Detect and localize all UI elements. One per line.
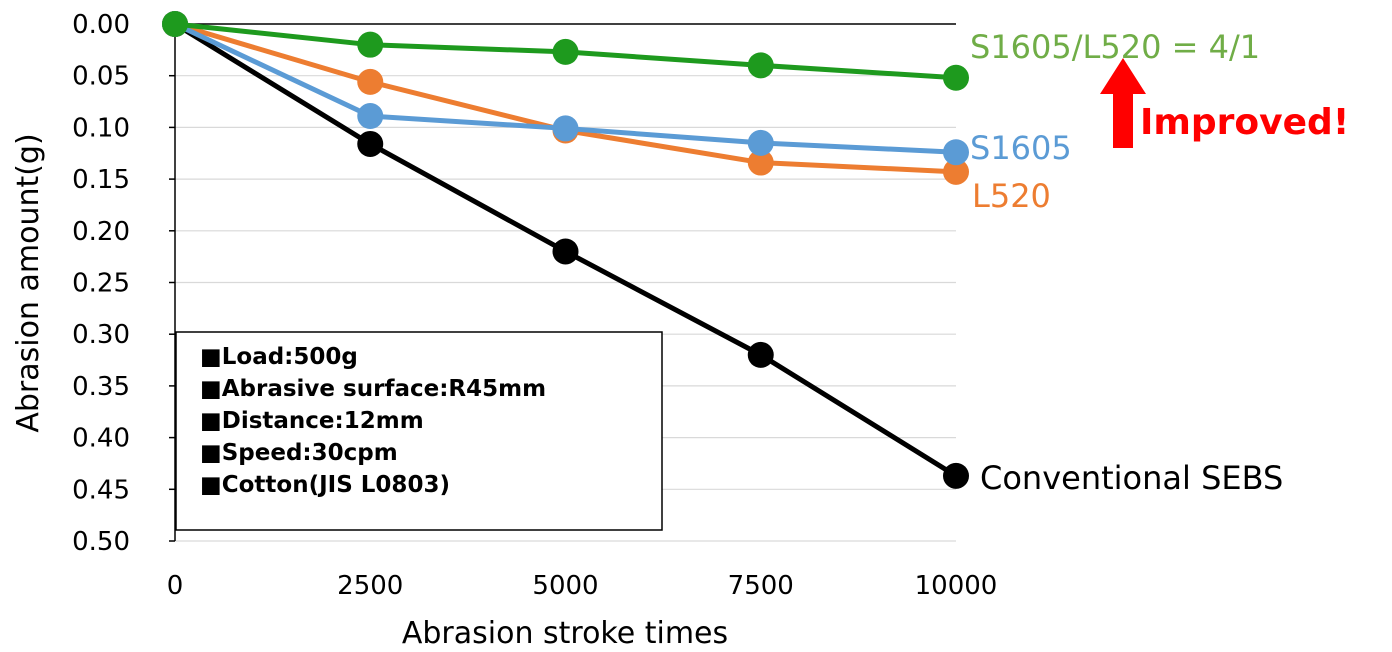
y-tick-label: 0.30 — [72, 320, 130, 350]
data-point — [747, 149, 774, 176]
y-tick-label: 0.00 — [72, 10, 130, 40]
x-axis-title: Abrasion stroke times — [402, 616, 728, 651]
data-point — [357, 130, 384, 157]
y-tick-labels: 0.00 0.05 0.10 0.15 0.20 0.25 0.30 0.35 0.40 0.45… — [72, 10, 130, 557]
series-label: Conventional SEBS — [980, 459, 1283, 497]
conditions-box: ■Load:500g ■Abrasive surface:R45mm ■Distan… — [175, 331, 663, 531]
y-tick-label: 0.45 — [72, 475, 130, 505]
series-labels: S1605/L520 = 4/1 S1605 L520 Conventional SE… — [970, 28, 1283, 497]
data-point — [552, 115, 579, 142]
y-tick-label: 0.05 — [72, 62, 130, 92]
data-point — [162, 11, 188, 37]
y-axis-title: Abrasion amount(g) — [11, 133, 46, 432]
condition-line: ■Abrasive surface:R45mm — [200, 376, 546, 402]
y-tick-label: 0.40 — [72, 424, 130, 454]
condition-line: ■Load:500g — [200, 344, 358, 370]
x-tick-label: 2500 — [337, 571, 403, 601]
y-tick-label: 0.25 — [72, 269, 130, 299]
data-point — [357, 103, 384, 130]
data-point — [943, 139, 969, 166]
data-point — [943, 64, 969, 91]
data-point — [357, 31, 384, 58]
up-arrow-icon — [1100, 58, 1146, 148]
improved-annotation: Improved! — [1100, 58, 1349, 148]
series-label: S1605 — [970, 129, 1072, 167]
series-label: S1605/L520 = 4/1 — [970, 28, 1260, 66]
series-group — [162, 11, 969, 489]
x-tick-labels: 0 2500 5000 7500 10000 — [167, 571, 998, 601]
data-point — [747, 341, 774, 368]
y-tick-label: 0.10 — [72, 113, 130, 143]
x-tick-label: 10000 — [915, 571, 998, 601]
data-point — [943, 158, 969, 185]
y-tick-label: 0.20 — [72, 217, 130, 247]
x-tick-label: 0 — [167, 571, 184, 601]
condition-line: ■Distance:12mm — [200, 408, 424, 434]
data-point — [747, 129, 774, 156]
x-tick-label: 5000 — [532, 571, 598, 601]
x-tick-label: 7500 — [728, 571, 794, 601]
data-point — [552, 38, 579, 65]
improved-label: Improved! — [1140, 102, 1349, 143]
data-point — [747, 52, 774, 79]
data-point — [943, 462, 969, 489]
condition-line: ■Speed:30cpm — [200, 440, 398, 466]
y-tick-label: 0.15 — [72, 165, 130, 195]
data-point — [357, 68, 384, 95]
y-tick-label: 0.50 — [72, 527, 130, 557]
conditions-box-frame — [175, 331, 663, 531]
condition-line: ■Cotton(JIS L0803) — [200, 472, 450, 498]
y-tick-label: 0.35 — [72, 372, 130, 402]
data-point — [552, 238, 579, 265]
series-line — [162, 11, 969, 91]
series-line — [162, 11, 969, 166]
series-label: L520 — [972, 177, 1051, 215]
